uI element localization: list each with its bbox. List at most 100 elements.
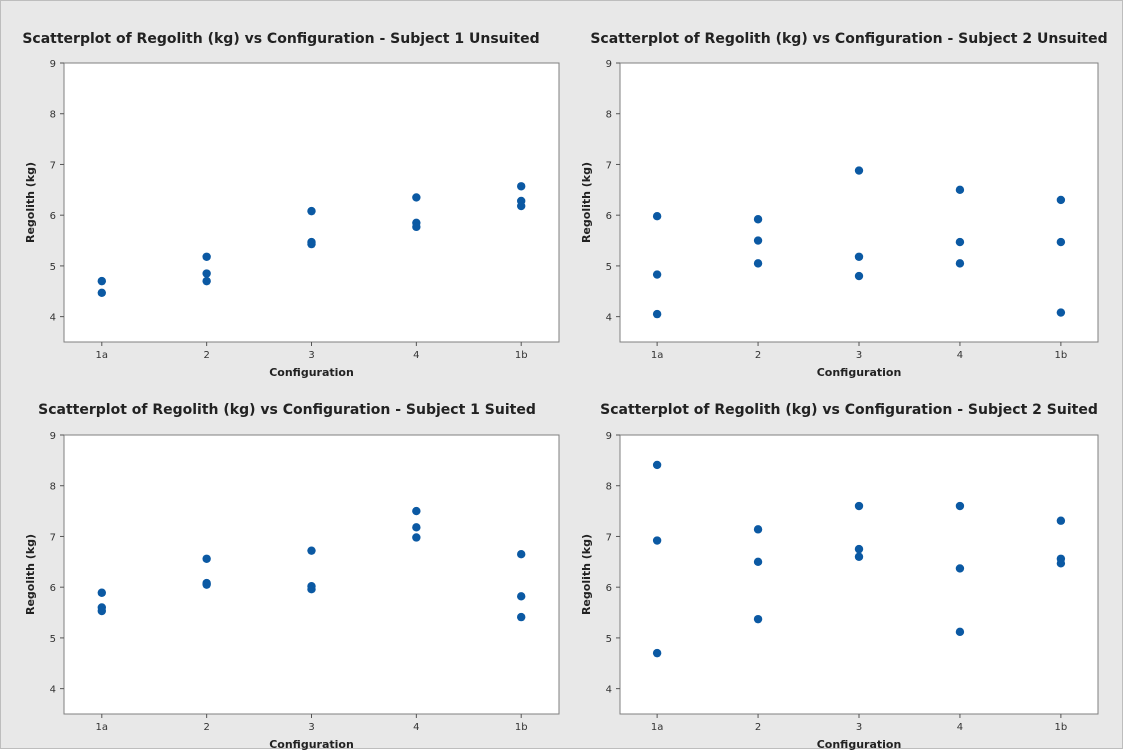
data-point (412, 533, 421, 542)
data-point (854, 501, 864, 511)
y-tick-label: 8 (50, 482, 56, 493)
data-point (202, 276, 211, 286)
data-point (955, 259, 965, 268)
x-tick-label: 3 (308, 722, 314, 733)
x-axis-label: Configuration (269, 738, 354, 750)
data-point (202, 269, 211, 278)
x-tick-label: 1a (651, 722, 664, 733)
chart-title: Scatterplot of Regolith (kg) vs Configur… (22, 31, 539, 47)
y-tick-label: 9 (606, 59, 612, 70)
y-tick-label: 7 (50, 160, 56, 171)
data-point (753, 215, 763, 224)
plot-area (63, 62, 560, 343)
y-axis-label: Regolith (kg) (580, 162, 593, 243)
y-axis-label: Regolith (kg) (24, 162, 37, 243)
data-point (412, 523, 421, 532)
data-point (97, 288, 107, 297)
data-point (854, 252, 864, 261)
data-point (652, 536, 662, 545)
data-point (854, 271, 864, 281)
data-point (1056, 559, 1066, 568)
data-point (753, 525, 763, 534)
x-tick-label: 4 (957, 722, 963, 733)
x-tick-label: 3 (856, 722, 862, 733)
plot-area (619, 434, 1099, 715)
y-tick-label: 5 (606, 634, 612, 645)
x-tick-label: 2 (755, 350, 761, 361)
data-point (202, 554, 211, 563)
x-tick-label: 3 (308, 350, 314, 361)
x-tick-label: 1b (515, 722, 528, 733)
data-point (753, 236, 763, 245)
data-point (854, 544, 864, 554)
x-tick-label: 4 (957, 350, 963, 361)
data-point (97, 588, 107, 597)
x-tick-label: 2 (203, 350, 209, 361)
x-tick-label: 4 (413, 722, 419, 733)
x-axis-label: Configuration (817, 738, 902, 750)
data-point (412, 193, 421, 202)
data-point (652, 309, 662, 319)
y-tick-label: 9 (606, 431, 612, 442)
y-tick-label: 5 (50, 262, 56, 273)
x-tick-label: 1a (651, 350, 664, 361)
y-tick-label: 4 (50, 313, 56, 324)
data-point (307, 239, 316, 249)
data-point (517, 592, 526, 601)
y-axis-label: Regolith (kg) (580, 534, 593, 615)
data-point (97, 276, 107, 286)
chart-panel-4: Scatterplot of Regolith (kg) vs Configur… (580, 402, 1099, 750)
x-tick-label: 1a (96, 350, 109, 361)
y-tick-label: 4 (50, 685, 56, 696)
data-point (97, 606, 107, 616)
chart-panel-1: Scatterplot of Regolith (kg) vs Configur… (22, 31, 560, 379)
data-point (1056, 516, 1066, 525)
x-tick-label: 1b (515, 350, 528, 361)
data-point (652, 270, 662, 279)
data-point (1056, 308, 1066, 317)
data-point (517, 201, 526, 211)
y-tick-label: 8 (50, 110, 56, 121)
data-point (307, 206, 316, 216)
x-tick-label: 1b (1055, 350, 1068, 361)
data-point (202, 252, 211, 261)
x-tick-label: 2 (755, 722, 761, 733)
data-point (202, 580, 211, 589)
chart-title: Scatterplot of Regolith (kg) vs Configur… (590, 31, 1107, 47)
y-tick-label: 7 (50, 532, 56, 543)
chart-panel-2: Scatterplot of Regolith (kg) vs Configur… (580, 31, 1108, 379)
plot-area (63, 434, 560, 715)
y-tick-label: 8 (606, 110, 612, 121)
data-point (652, 460, 662, 470)
data-point (854, 166, 864, 175)
chart-title: Scatterplot of Regolith (kg) vs Configur… (600, 402, 1098, 418)
data-point (955, 237, 965, 247)
data-point (753, 259, 763, 268)
chart-panel-3: Scatterplot of Regolith (kg) vs Configur… (24, 402, 560, 750)
data-point (955, 627, 965, 637)
x-axis-label: Configuration (269, 366, 354, 379)
y-tick-label: 5 (606, 262, 612, 273)
y-tick-label: 6 (606, 583, 612, 594)
data-point (412, 222, 421, 232)
data-point (517, 550, 526, 559)
y-tick-label: 4 (606, 685, 612, 696)
data-point (1056, 237, 1066, 247)
data-point (955, 185, 965, 195)
y-tick-label: 4 (606, 313, 612, 324)
x-tick-label: 3 (856, 350, 862, 361)
y-tick-label: 9 (50, 431, 56, 442)
data-point (955, 564, 965, 573)
data-point (652, 211, 662, 221)
y-tick-label: 7 (606, 532, 612, 543)
data-point (412, 506, 421, 516)
data-point (854, 552, 864, 561)
data-point (517, 612, 526, 622)
data-point (307, 585, 316, 594)
data-point (955, 501, 965, 511)
y-tick-label: 7 (606, 160, 612, 171)
y-tick-label: 8 (606, 482, 612, 493)
data-point (753, 557, 763, 567)
